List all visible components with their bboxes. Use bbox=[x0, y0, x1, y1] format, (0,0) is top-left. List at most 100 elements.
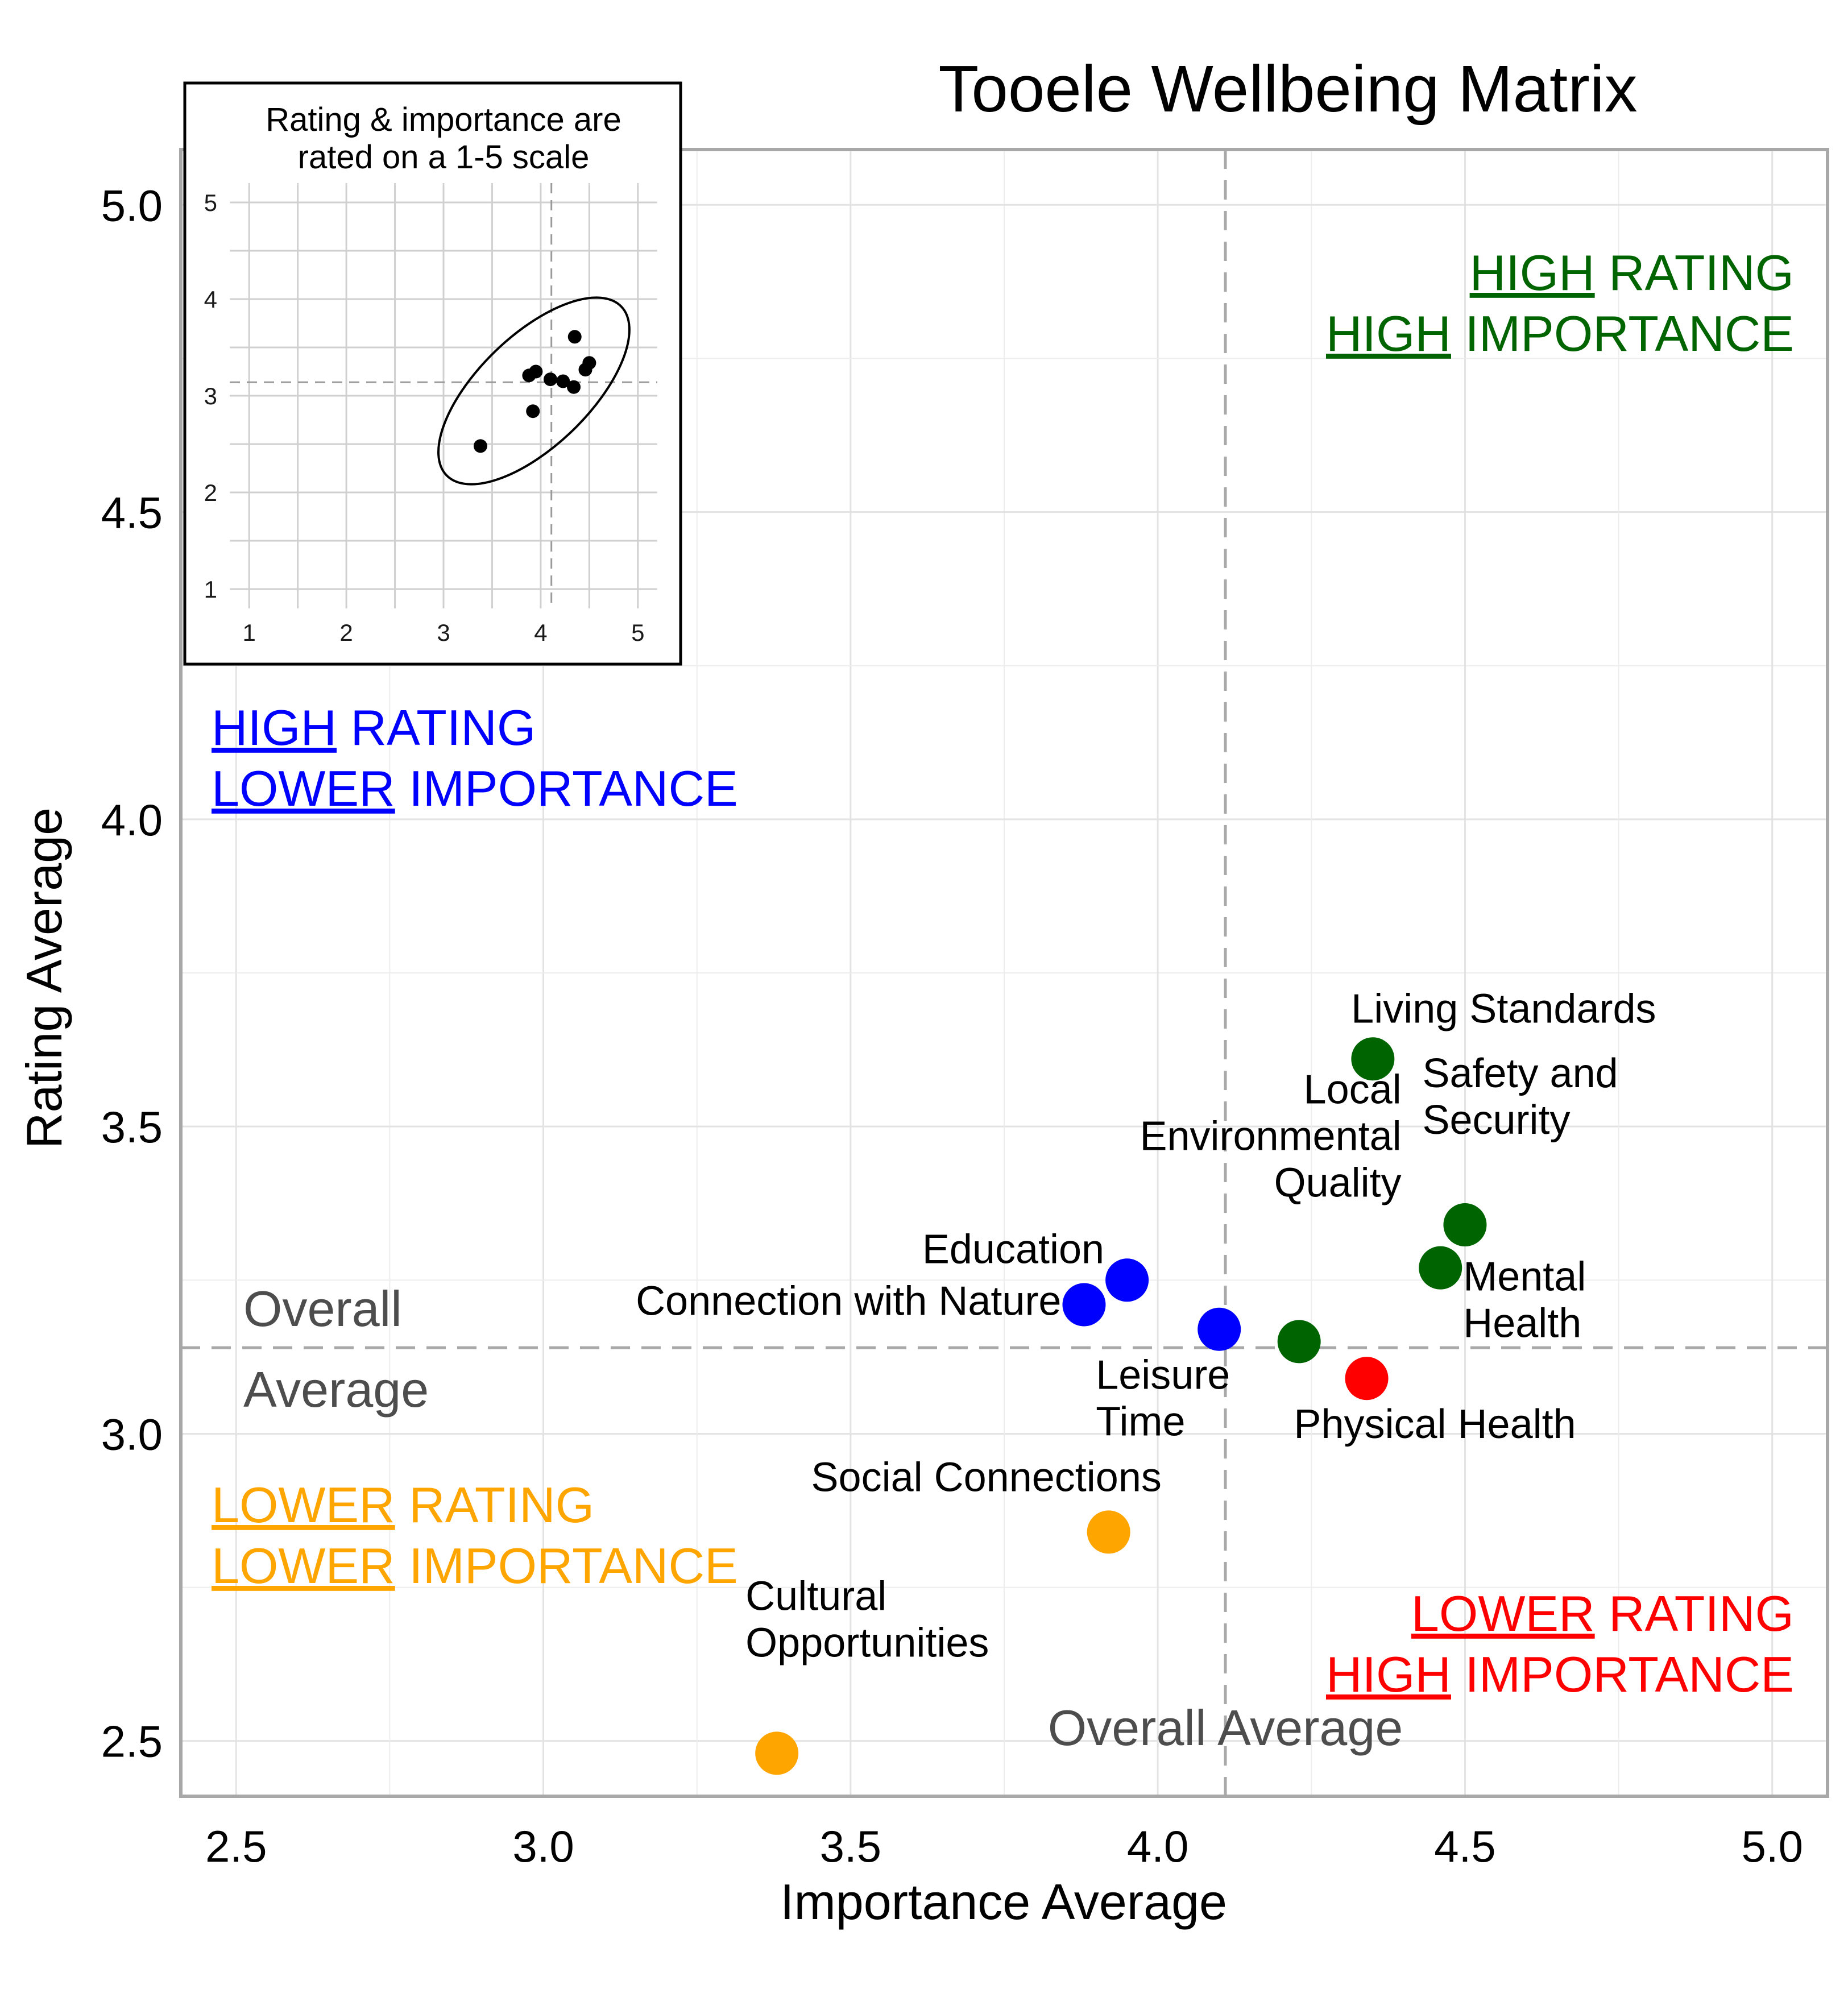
inset-note-line2: rated on a 1-5 scale bbox=[298, 139, 590, 176]
data-point bbox=[1443, 1203, 1487, 1247]
data-point bbox=[1198, 1307, 1241, 1351]
y-tick-label: 3.5 bbox=[101, 1102, 163, 1152]
data-point-label: Opportunities bbox=[745, 1620, 989, 1665]
quadrant-label-rest: RATING bbox=[1595, 1585, 1794, 1642]
y-axis-title: Rating Average bbox=[16, 807, 72, 1149]
quadrant-label-high-lower-line1: HIGH RATING bbox=[212, 699, 536, 756]
inset-x-tick-label: 2 bbox=[339, 619, 353, 646]
quadrant-label-lower-high-line2: HIGH IMPORTANCE bbox=[1326, 1646, 1794, 1702]
plot-panel-border bbox=[179, 148, 1829, 1798]
inset-y-tick-label: 5 bbox=[204, 189, 217, 216]
quadrant-label-lower-lower-line1: LOWER RATING bbox=[212, 1477, 594, 1533]
quadrant-label-rest: IMPORTANCE bbox=[395, 760, 738, 817]
inset-x-tick-label: 1 bbox=[243, 619, 256, 646]
data-point bbox=[1351, 1037, 1395, 1081]
inset-data-point bbox=[556, 374, 570, 388]
data-point-label: Security bbox=[1422, 1097, 1570, 1143]
quadrant-label-rest: RATING bbox=[337, 699, 536, 756]
data-point-label: Local bbox=[1304, 1067, 1402, 1112]
x-average-label: Overall Average bbox=[1048, 1700, 1403, 1756]
axis-tick-labels: 2.5 3.0 3.5 4.0 4.5 5.0 2.5 3.0 3.5 4.0 4.5 5.0 bbox=[101, 180, 1803, 1871]
average-labels: Overall Average Overall Average bbox=[243, 1281, 1403, 1756]
quadrant-label-rest: IMPORTANCE bbox=[395, 1538, 738, 1594]
quadrant-label-lower-high-line1: LOWER RATING bbox=[1411, 1585, 1794, 1642]
data-point-label: Social Connections bbox=[811, 1455, 1162, 1500]
data-point-label: Health bbox=[1463, 1301, 1581, 1346]
quadrant-label-emphasis: LOWER bbox=[212, 1538, 395, 1594]
x-tick-label: 4.5 bbox=[1434, 1821, 1495, 1871]
data-point-label: Time bbox=[1096, 1399, 1185, 1445]
inset-note-line1: Rating & importance are bbox=[266, 101, 621, 138]
data-point-label: Education bbox=[922, 1227, 1104, 1272]
inset-y-tick-label: 1 bbox=[204, 576, 217, 603]
data-point-label: Physical Health bbox=[1294, 1402, 1576, 1447]
x-tick-label: 2.5 bbox=[205, 1821, 267, 1871]
y-tick-label: 4.5 bbox=[101, 488, 163, 538]
inset-x-tick-label: 4 bbox=[534, 619, 547, 646]
data-point-label: Leisure bbox=[1096, 1353, 1230, 1398]
inset-y-tick-label: 2 bbox=[204, 479, 217, 506]
x-tick-label: 5.0 bbox=[1742, 1821, 1803, 1871]
data-point bbox=[755, 1731, 799, 1775]
quadrant-label-high-high-line1: HIGH RATING bbox=[1470, 245, 1794, 301]
data-point bbox=[1277, 1320, 1321, 1364]
quadrant-label-rest: IMPORTANCE bbox=[1451, 1646, 1794, 1702]
inset-y-tick-label: 3 bbox=[204, 383, 217, 409]
data-point bbox=[1105, 1258, 1149, 1302]
data-point-label: Mental bbox=[1463, 1254, 1586, 1300]
data-point-label: Quality bbox=[1274, 1160, 1402, 1205]
data-point-label: Environmental bbox=[1140, 1113, 1401, 1159]
grid-lines bbox=[181, 150, 1828, 1796]
x-tick-label: 4.0 bbox=[1127, 1821, 1188, 1871]
quadrant-label-emphasis: LOWER bbox=[212, 1477, 395, 1533]
inset-x-tick-label: 5 bbox=[631, 619, 644, 646]
data-point bbox=[1087, 1510, 1130, 1554]
inset-data-point bbox=[522, 368, 536, 383]
data-point bbox=[1345, 1357, 1389, 1401]
data-point-label: Cultural bbox=[745, 1573, 886, 1619]
data-point-label: Living Standards bbox=[1351, 986, 1656, 1031]
quadrant-label-high-high-line2: HIGH IMPORTANCE bbox=[1326, 305, 1794, 362]
inset-data-point bbox=[544, 372, 557, 387]
data-points bbox=[755, 1037, 1487, 1775]
quadrant-label-rest: RATING bbox=[395, 1477, 594, 1533]
y-tick-label: 5.0 bbox=[101, 180, 163, 230]
data-point-label: Safety and bbox=[1422, 1051, 1618, 1096]
y-average-label-line2: Average bbox=[243, 1361, 429, 1418]
inset-data-point bbox=[578, 363, 592, 377]
y-tick-label: 4.0 bbox=[101, 795, 163, 845]
inset-x-tick-label: 3 bbox=[437, 619, 450, 646]
chart-title: Tooele Wellbeing Matrix bbox=[938, 52, 1637, 126]
x-tick-label: 3.5 bbox=[820, 1821, 881, 1871]
inset-data-point bbox=[567, 380, 581, 394]
inset-cluster-ellipse bbox=[437, 296, 631, 486]
inset-data-point bbox=[567, 330, 582, 344]
quadrant-label-rest: RATING bbox=[1595, 245, 1794, 301]
quadrant-label-rest: IMPORTANCE bbox=[1451, 305, 1794, 362]
inset-y-tick-label: 4 bbox=[204, 286, 217, 313]
quadrant-label-high-lower-line2: LOWER IMPORTANCE bbox=[212, 760, 738, 817]
quadrant-label-emphasis: HIGH bbox=[1470, 245, 1595, 301]
quadrant-label-lower-lower-line2: LOWER IMPORTANCE bbox=[212, 1538, 738, 1594]
quadrant-label-emphasis: HIGH bbox=[212, 699, 337, 756]
quadrant-label-emphasis: LOWER bbox=[1411, 1585, 1595, 1642]
quadrant-label-emphasis: LOWER bbox=[212, 760, 395, 817]
inset-frame bbox=[183, 81, 682, 666]
data-point bbox=[1419, 1246, 1462, 1290]
quadrant-label-emphasis: HIGH bbox=[1326, 305, 1451, 362]
x-axis-title: Importance Average bbox=[780, 1874, 1227, 1930]
inset-data-point bbox=[526, 404, 540, 419]
y-average-label-line1: Overall bbox=[243, 1281, 402, 1337]
y-tick-label: 3.0 bbox=[101, 1409, 163, 1459]
inset-data-point bbox=[473, 439, 487, 453]
data-point bbox=[1062, 1283, 1106, 1327]
y-tick-label: 2.5 bbox=[101, 1717, 163, 1767]
x-tick-label: 3.0 bbox=[512, 1821, 574, 1871]
data-point-label: Connection with Nature bbox=[636, 1279, 1061, 1324]
quadrant-label-emphasis: HIGH bbox=[1326, 1646, 1451, 1702]
